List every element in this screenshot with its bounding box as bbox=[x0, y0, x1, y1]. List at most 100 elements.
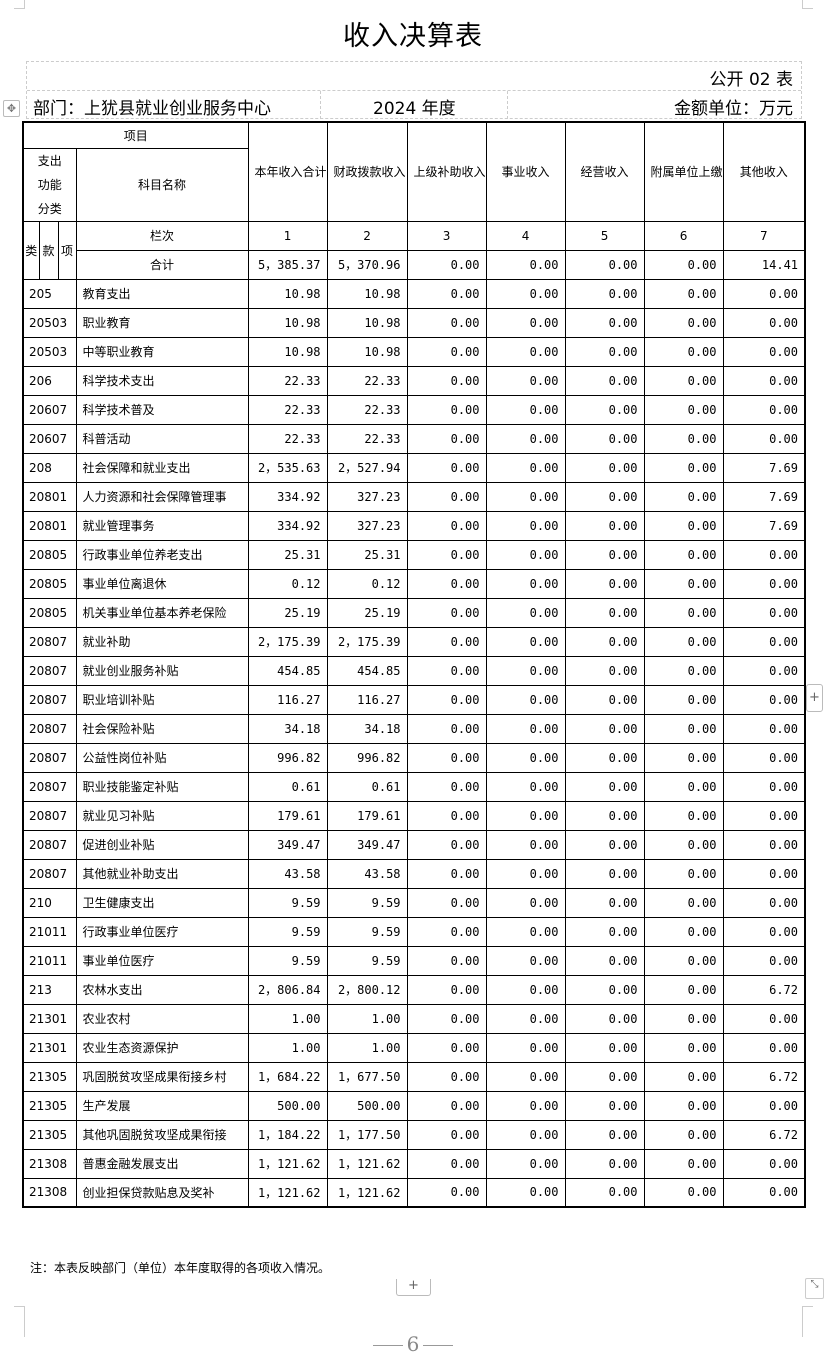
amount-cell: 0.00 bbox=[485, 684, 566, 715]
amount-cell: 25.31 bbox=[247, 539, 328, 570]
amount-cell: 7.69 bbox=[722, 481, 806, 512]
header-item: 项目 bbox=[22, 121, 249, 149]
amount-cell: 0.00 bbox=[643, 887, 724, 918]
amount-cell: 7.69 bbox=[722, 452, 806, 483]
subject-name: 科普活动 bbox=[75, 423, 249, 454]
amount-cell: 0.00 bbox=[564, 452, 645, 483]
amount-cell: 1.00 bbox=[247, 1003, 328, 1034]
subject-name: 创业担保贷款贴息及奖补 bbox=[75, 1177, 249, 1208]
amount-cell: 25.19 bbox=[326, 597, 408, 628]
table-move-handle-icon[interactable]: ✥ bbox=[3, 100, 20, 117]
amount-cell: 0.00 bbox=[485, 974, 566, 1005]
total-value: 0.00 bbox=[485, 249, 566, 280]
amount-cell: 0.00 bbox=[643, 626, 724, 657]
subject-name: 农业农村 bbox=[75, 1003, 249, 1034]
amount-cell: 1，121.62 bbox=[326, 1177, 408, 1208]
amount-cell: 454.85 bbox=[326, 655, 408, 686]
amount-cell: 334.92 bbox=[247, 481, 328, 512]
amount-cell: 0.00 bbox=[643, 1003, 724, 1034]
add-row-button[interactable]: + bbox=[396, 1279, 431, 1296]
amount-cell: 0.00 bbox=[643, 336, 724, 367]
table-row: 20807 其他就业补助支出 43.58 43.58 0.00 0.00 0.00 0.00 0… bbox=[22, 858, 806, 889]
subject-code: 210 bbox=[22, 887, 77, 918]
amount-cell: 22.33 bbox=[247, 423, 328, 454]
amount-cell: 0.00 bbox=[406, 829, 487, 860]
table-row: 20807 就业创业服务补贴 454.85 454.85 0.00 0.00 0.00 0.0… bbox=[22, 655, 806, 686]
amount-cell: 0.00 bbox=[485, 655, 566, 686]
amount-cell: 9.59 bbox=[326, 887, 408, 918]
amount-cell: 0.00 bbox=[485, 742, 566, 773]
total-value: 0.00 bbox=[564, 249, 645, 280]
amount-cell: 0.00 bbox=[485, 510, 566, 541]
subject-name: 巩固脱贫攻坚成果衔接乡村 bbox=[75, 1061, 249, 1092]
amount-cell: 0.00 bbox=[643, 1032, 724, 1063]
amount-cell: 0.00 bbox=[406, 539, 487, 570]
amount-cell: 0.00 bbox=[722, 684, 806, 715]
amount-cell: 0.00 bbox=[722, 800, 806, 831]
column-number: 4 bbox=[485, 220, 566, 251]
subject-name: 就业管理事务 bbox=[75, 510, 249, 541]
header-col-4: 事业收入 bbox=[485, 121, 566, 222]
page-number: 6 bbox=[0, 1332, 826, 1356]
column-number: 3 bbox=[406, 220, 487, 251]
amount-cell: 0.00 bbox=[406, 800, 487, 831]
amount-cell: 0.00 bbox=[722, 655, 806, 686]
amount-cell: 0.00 bbox=[722, 713, 806, 744]
amount-cell: 10.98 bbox=[247, 307, 328, 338]
income-table: 项目 本年收入合计 财政拨款收入 上级补助收入 事业收入 经营收入 附属单位上缴… bbox=[22, 121, 807, 1208]
amount-cell: 0.00 bbox=[643, 568, 724, 599]
subject-code: 20503 bbox=[22, 336, 77, 367]
amount-cell: 0.00 bbox=[564, 1061, 645, 1092]
table-row: 208 社会保障和就业支出 2，535.63 2，527.94 0.00 0.00 0.00… bbox=[22, 452, 806, 483]
subject-code: 21301 bbox=[22, 1032, 77, 1063]
amount-cell: 0.00 bbox=[722, 423, 806, 454]
amount-cell: 0.00 bbox=[406, 336, 487, 367]
subject-name: 事业单位离退休 bbox=[75, 568, 249, 599]
subject-code: 213 bbox=[22, 974, 77, 1005]
subject-code: 20607 bbox=[22, 423, 77, 454]
amount-cell: 0.00 bbox=[564, 684, 645, 715]
unit-label: 金额单位：万元 bbox=[674, 99, 793, 119]
amount-cell: 349.47 bbox=[326, 829, 408, 860]
amount-cell: 0.00 bbox=[722, 394, 806, 425]
resize-icon[interactable]: ⤡ bbox=[805, 1278, 824, 1299]
amount-cell: 0.00 bbox=[406, 452, 487, 483]
amount-cell: 0.00 bbox=[406, 858, 487, 889]
amount-cell: 0.00 bbox=[564, 1119, 645, 1150]
amount-cell: 0.00 bbox=[485, 481, 566, 512]
amount-cell: 0.00 bbox=[485, 278, 566, 309]
header-col-2: 财政拨款收入 bbox=[326, 121, 408, 222]
table-row: 21301 农业农村 1.00 1.00 0.00 0.00 0.00 0.00 0.00 bbox=[22, 1003, 806, 1034]
table-header-info: 公开 02 表 部门：上犹县就业创业服务中心 2024 年度 金额单位：万元 bbox=[26, 61, 802, 119]
amount-cell: 0.00 bbox=[406, 713, 487, 744]
column-number: 6 bbox=[643, 220, 724, 251]
amount-cell: 1.00 bbox=[326, 1003, 408, 1034]
amount-cell: 0.00 bbox=[643, 829, 724, 860]
amount-cell: 0.00 bbox=[406, 365, 487, 396]
amount-cell: 0.00 bbox=[722, 1177, 806, 1208]
amount-cell: 0.00 bbox=[406, 945, 487, 976]
amount-cell: 0.00 bbox=[643, 452, 724, 483]
amount-cell: 0.00 bbox=[406, 1032, 487, 1063]
amount-cell: 0.00 bbox=[564, 278, 645, 309]
amount-cell: 0.00 bbox=[564, 1148, 645, 1179]
amount-cell: 0.00 bbox=[643, 307, 724, 338]
amount-cell: 0.00 bbox=[643, 1090, 724, 1121]
page-number-text: 6 bbox=[406, 1332, 420, 1356]
amount-cell: 0.00 bbox=[722, 568, 806, 599]
amount-cell: 6.72 bbox=[722, 1119, 806, 1150]
amount-cell: 0.00 bbox=[643, 539, 724, 570]
amount-cell: 10.98 bbox=[247, 336, 328, 367]
header-subject-name: 科目名称 bbox=[75, 147, 249, 222]
subject-name: 公益性岗位补贴 bbox=[75, 742, 249, 773]
amount-cell: 996.82 bbox=[247, 742, 328, 773]
subject-code: 20805 bbox=[22, 539, 77, 570]
header-xiang: 项 bbox=[57, 220, 77, 280]
add-column-button[interactable]: + bbox=[806, 684, 823, 712]
amount-cell: 25.31 bbox=[326, 539, 408, 570]
header-col-3: 上级补助收入 bbox=[406, 121, 487, 222]
amount-cell: 0.00 bbox=[406, 742, 487, 773]
amount-cell: 0.00 bbox=[564, 1090, 645, 1121]
subject-code: 20801 bbox=[22, 481, 77, 512]
subject-name: 职业技能鉴定补贴 bbox=[75, 771, 249, 802]
